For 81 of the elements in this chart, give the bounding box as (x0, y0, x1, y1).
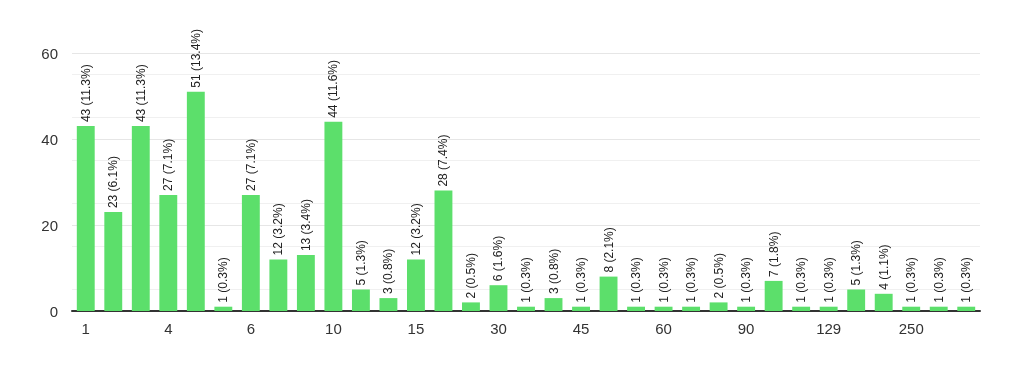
bar (76, 126, 95, 311)
data-label: 1 (0.3%) (904, 257, 919, 303)
bar (241, 194, 260, 311)
data-label: 12 (3.2%) (408, 203, 423, 256)
data-label: 43 (11.3%) (78, 64, 93, 123)
x-tick-label: 60 (655, 320, 672, 337)
bar (517, 306, 535, 311)
data-label: 1 (0.3%) (931, 257, 946, 303)
bar (709, 302, 728, 311)
data-label: 1 (0.3%) (216, 257, 231, 303)
bar (902, 306, 921, 311)
data-label: 6 (1.6%) (491, 235, 506, 282)
data-label: 1 (0.3%) (684, 257, 699, 303)
bar (296, 255, 315, 311)
x-tick-label: 4 (164, 320, 173, 337)
data-label: 1 (0.3%) (794, 257, 809, 303)
y-tick-label: 40 (41, 130, 58, 148)
data-label: 3 (0.8%) (381, 248, 396, 295)
bar (131, 126, 150, 311)
data-label: 12 (3.2%) (271, 203, 286, 256)
bar (489, 285, 508, 311)
bar (654, 306, 673, 311)
bar (929, 306, 948, 311)
data-label: 8 (2.1%) (601, 227, 616, 273)
y-tick-label: 20 (41, 216, 58, 234)
data-label: 5 (1.3%) (849, 240, 864, 286)
bar (462, 302, 480, 311)
x-tick-label: 129 (816, 320, 842, 337)
data-label: 23 (6.1%) (106, 156, 121, 209)
bar (214, 306, 233, 311)
data-label: 27 (7.1%) (243, 138, 258, 191)
bar (159, 194, 178, 311)
data-label: 28 (7.4%) (436, 134, 451, 187)
x-tick-label: 1 (81, 320, 90, 337)
bar (434, 190, 453, 311)
data-label: 1 (0.3%) (959, 257, 974, 303)
data-label: 27 (7.1%) (161, 138, 176, 191)
y-tick-label: 0 (49, 302, 58, 320)
x-tick-label: 250 (898, 320, 924, 337)
data-label: 1 (0.3%) (739, 257, 754, 303)
data-label: 2 (0.5%) (463, 253, 478, 299)
data-label: 1 (0.3%) (656, 257, 671, 303)
x-tick-label: 45 (572, 320, 590, 337)
bar (379, 298, 398, 311)
data-label: 1 (0.3%) (629, 257, 644, 303)
y-tick-label: 60 (41, 44, 58, 62)
data-label: 43 (11.3%) (133, 64, 148, 123)
data-label: 51 (13.4%) (188, 29, 203, 88)
bar (627, 306, 645, 311)
bar (819, 306, 838, 311)
x-tick-label: 30 (490, 320, 507, 337)
data-label: 2 (0.5%) (711, 253, 726, 299)
data-label: 4 (1.1%) (876, 244, 891, 290)
data-label: 44 (11.6%) (326, 59, 341, 118)
bar (792, 306, 811, 311)
bar (407, 259, 425, 311)
bar (186, 91, 205, 311)
bar (269, 259, 288, 311)
data-label: 1 (0.3%) (519, 257, 533, 303)
x-tick-label: 10 (325, 320, 342, 337)
bar (764, 280, 783, 311)
data-label: 7 (1.8%) (766, 231, 781, 277)
bar (324, 121, 343, 311)
bar (104, 212, 123, 311)
bar (682, 306, 701, 311)
bar (847, 289, 866, 311)
x-tick-label: 15 (407, 320, 425, 337)
bar (874, 293, 893, 311)
bar (957, 306, 976, 311)
bar (737, 306, 756, 311)
x-tick-label: 90 (737, 320, 755, 337)
data-label: 1 (0.3%) (821, 257, 836, 303)
bar (544, 298, 563, 311)
data-label: 5 (1.3%) (353, 240, 368, 286)
bar (572, 306, 590, 311)
data-label: 3 (0.8%) (546, 248, 561, 295)
x-tick-label: 6 (246, 320, 256, 337)
data-label: 1 (0.3%) (574, 257, 589, 303)
data-label: 13 (3.4%) (298, 199, 313, 252)
bar (599, 276, 618, 311)
bar (351, 289, 370, 311)
